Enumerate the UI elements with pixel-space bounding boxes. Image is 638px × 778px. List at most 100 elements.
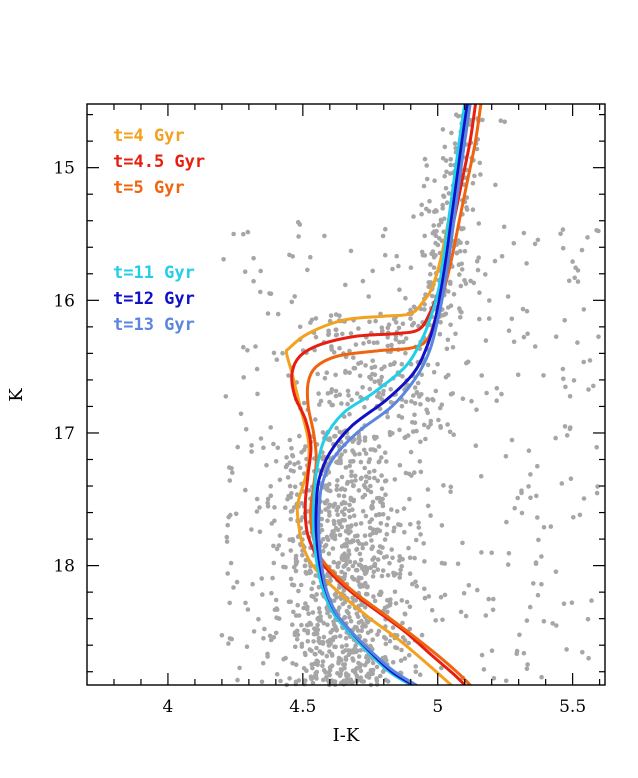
star-point xyxy=(271,543,276,549)
star-point xyxy=(368,671,374,677)
star-point xyxy=(429,607,435,613)
star-point xyxy=(289,446,294,451)
star-point xyxy=(448,489,453,495)
isochrone-t-13-gyr xyxy=(317,104,472,685)
star-point xyxy=(379,573,385,579)
star-point xyxy=(357,451,362,457)
star-point xyxy=(359,475,364,481)
star-point xyxy=(242,269,248,275)
star-point xyxy=(339,668,344,673)
star-point xyxy=(320,659,326,664)
star-point xyxy=(276,543,282,548)
star-point xyxy=(458,309,463,314)
star-point xyxy=(350,538,356,544)
star-point xyxy=(355,614,361,619)
star-point xyxy=(368,643,373,649)
star-point xyxy=(361,447,367,453)
star-point xyxy=(384,531,390,537)
star-point xyxy=(357,664,363,670)
star-point xyxy=(276,616,282,621)
star-point xyxy=(541,373,546,378)
star-point xyxy=(560,245,566,251)
star-point xyxy=(453,331,458,337)
star-point xyxy=(494,398,500,404)
star-point xyxy=(379,374,385,380)
star-point xyxy=(366,339,372,345)
star-point xyxy=(407,604,413,610)
star-point xyxy=(506,328,512,334)
star-point xyxy=(344,643,349,648)
star-point xyxy=(421,183,427,189)
star-point xyxy=(475,267,481,273)
star-point xyxy=(357,373,363,379)
legend-label: t=11 Gyr xyxy=(113,263,195,283)
star-point xyxy=(331,559,337,565)
x-tick-label: 5.5 xyxy=(559,697,586,717)
star-point xyxy=(517,632,522,638)
star-point xyxy=(422,233,428,239)
star-point xyxy=(351,658,356,663)
star-point xyxy=(519,510,525,516)
star-point xyxy=(297,324,303,330)
star-point xyxy=(412,412,417,418)
star-point xyxy=(224,539,230,544)
star-point xyxy=(448,162,454,168)
star-point xyxy=(249,527,254,532)
star-point xyxy=(436,222,442,228)
star-point xyxy=(332,521,337,527)
star-scatter xyxy=(219,112,601,688)
star-point xyxy=(349,523,354,528)
star-point xyxy=(265,496,271,502)
star-point xyxy=(297,465,303,471)
star-point xyxy=(343,635,349,641)
star-point xyxy=(316,635,322,641)
star-point xyxy=(404,599,410,605)
star-point xyxy=(285,475,291,480)
star-point xyxy=(366,658,371,664)
star-point xyxy=(422,156,428,162)
star-point xyxy=(428,422,433,427)
star-point xyxy=(450,345,456,350)
star-point xyxy=(286,493,291,499)
star-point xyxy=(288,517,294,522)
star-point xyxy=(347,559,353,564)
star-point xyxy=(259,679,265,685)
star-point xyxy=(289,491,294,496)
star-point xyxy=(455,561,461,567)
star-point xyxy=(330,529,336,534)
isochrone-t-4-gyr xyxy=(284,104,472,685)
star-point xyxy=(324,573,330,578)
star-point xyxy=(461,226,466,231)
star-point xyxy=(321,677,326,683)
star-point xyxy=(277,477,283,483)
star-point xyxy=(489,648,495,653)
star-point xyxy=(245,229,251,235)
star-point xyxy=(419,202,425,208)
star-point xyxy=(348,248,354,254)
star-point xyxy=(499,391,504,397)
star-point xyxy=(457,272,462,277)
star-point xyxy=(335,478,340,483)
star-point xyxy=(370,667,376,673)
star-point xyxy=(302,627,307,633)
star-point xyxy=(387,638,393,644)
star-point xyxy=(437,331,443,337)
star-point xyxy=(333,333,339,338)
star-point xyxy=(243,427,249,432)
star-point xyxy=(290,622,295,627)
star-point xyxy=(368,483,373,489)
star-point xyxy=(440,127,446,132)
star-point xyxy=(308,622,314,627)
star-point xyxy=(413,669,419,675)
star-point xyxy=(320,430,326,435)
star-point xyxy=(257,505,262,510)
star-point xyxy=(367,374,372,380)
star-point xyxy=(393,601,399,606)
star-point xyxy=(426,208,432,214)
star-point xyxy=(428,513,433,518)
star-point xyxy=(424,163,430,168)
star-point xyxy=(243,600,248,606)
star-point xyxy=(425,503,431,509)
star-point xyxy=(287,483,293,489)
star-point xyxy=(484,390,489,396)
